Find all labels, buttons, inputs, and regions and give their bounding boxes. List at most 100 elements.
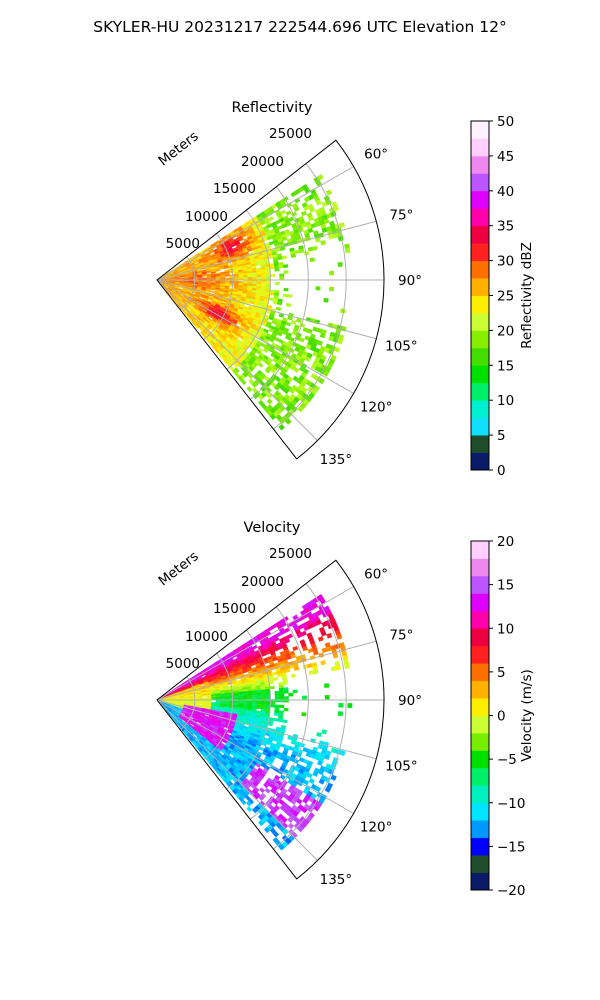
radar-cell	[242, 693, 248, 696]
radar-cell	[293, 206, 300, 212]
radar-cell	[335, 665, 341, 671]
radar-cell	[297, 405, 304, 413]
radar-cell	[256, 706, 262, 710]
radar-cell	[329, 270, 335, 276]
radar-cell	[316, 732, 322, 738]
azimuth-spoke	[156, 699, 354, 814]
radar-cell	[278, 843, 286, 851]
colorbar-segment	[471, 802, 489, 821]
colorbar-segment	[471, 347, 489, 366]
radar-cell	[233, 695, 239, 698]
radar-cell	[282, 616, 289, 622]
radar-cell	[242, 695, 248, 698]
velocity-panel: Velocity 5000 10000 15000 20000 25000 Meters 60…	[155, 520, 535, 899]
colorbar-segment	[471, 452, 489, 471]
radar-cell	[233, 275, 239, 278]
radar-cell	[283, 690, 289, 694]
radar-cell	[229, 284, 235, 287]
colorbar-tick-label: 5	[497, 665, 506, 681]
radar-cell	[256, 689, 262, 693]
radar-cell	[256, 269, 262, 273]
radar-cell	[220, 697, 226, 700]
reflectivity-panel: Reflectivity 5000 10000 15000 20000 25000 Mete…	[155, 100, 535, 479]
colorbar-tick-label: 5	[497, 428, 506, 444]
azimuth-spoke	[156, 279, 354, 394]
radar-cell	[265, 694, 271, 698]
radar-cell	[251, 807, 258, 814]
radar-cell	[264, 787, 271, 794]
colorbar-segment	[471, 855, 489, 873]
range-ring	[273, 583, 347, 850]
radar-cell	[298, 248, 305, 254]
radar-cell	[277, 301, 283, 306]
angle-tick-label: 90°	[398, 693, 422, 709]
colorbar: −20 −15 −10 −5 0 5 10 15 20 Velocity (m/s)	[470, 534, 535, 899]
radar-cell	[281, 255, 288, 260]
radar-cell	[265, 268, 271, 273]
radar-cell	[256, 694, 262, 698]
radar-cell	[337, 711, 343, 717]
radar-cell	[344, 247, 351, 254]
range-ring	[179, 256, 196, 311]
colorbar-segment	[471, 750, 489, 769]
radar-cell	[252, 274, 257, 278]
radar-cell	[261, 701, 267, 705]
radar-cell	[318, 778, 325, 785]
azimuth-spoke	[156, 586, 354, 701]
radar-cell	[283, 264, 289, 268]
radar-cell	[271, 671, 278, 676]
radar-cell	[324, 683, 330, 688]
radar-cell	[279, 696, 285, 700]
radar-cell	[292, 645, 299, 651]
radar-cell	[324, 754, 330, 760]
radar-cell	[261, 281, 267, 285]
radar-cell	[265, 691, 271, 695]
colorbar-tick-label: 20	[497, 534, 514, 550]
colorbar-tick-label: 25	[497, 289, 514, 305]
radar-cell	[202, 275, 207, 277]
colorbar-segment	[471, 575, 489, 594]
radar-cell	[275, 306, 282, 311]
radar-cell	[283, 696, 289, 700]
azimuth-spoke	[156, 279, 377, 340]
radar-cell	[247, 701, 253, 704]
colorbar-segment	[471, 610, 489, 629]
radar-cell	[300, 210, 307, 217]
radar-cell	[238, 697, 244, 700]
radar-cell	[252, 277, 258, 280]
radar-cell	[265, 281, 271, 285]
radar-cell	[329, 286, 335, 292]
radar-cell	[301, 806, 308, 814]
radar-cell	[238, 277, 244, 280]
radar-cell	[256, 274, 262, 278]
colorbar-tick-label: 0	[497, 463, 506, 479]
colorbar-segment	[471, 435, 489, 453]
radar-cell	[274, 704, 280, 708]
radar-cell	[312, 669, 319, 675]
radar-cell	[240, 799, 247, 806]
radar-cell	[265, 271, 271, 275]
range-ring	[203, 653, 234, 761]
radar-cell	[313, 804, 321, 812]
sector-boundary	[156, 559, 385, 880]
radar-cell	[312, 245, 318, 251]
radar-cell	[320, 660, 326, 666]
radar-cell	[202, 695, 207, 697]
radar-cell	[229, 697, 235, 700]
colorbar-tick-label: 15	[497, 358, 514, 374]
radar-cell	[319, 332, 326, 339]
radar-cell	[224, 274, 230, 277]
radar-cell	[336, 633, 343, 640]
radar-cell	[279, 273, 285, 277]
colorbar-label: Velocity (m/s)	[519, 669, 535, 762]
radar-cell	[243, 701, 248, 704]
colorbar-segment	[471, 243, 489, 261]
polar-grid	[156, 163, 384, 441]
azimuth-spoke	[156, 640, 377, 701]
radar-cell	[279, 690, 285, 694]
radar-cell	[224, 697, 230, 700]
radar-cell	[288, 692, 294, 697]
range-ring	[226, 629, 271, 790]
radar-cell	[247, 697, 253, 700]
